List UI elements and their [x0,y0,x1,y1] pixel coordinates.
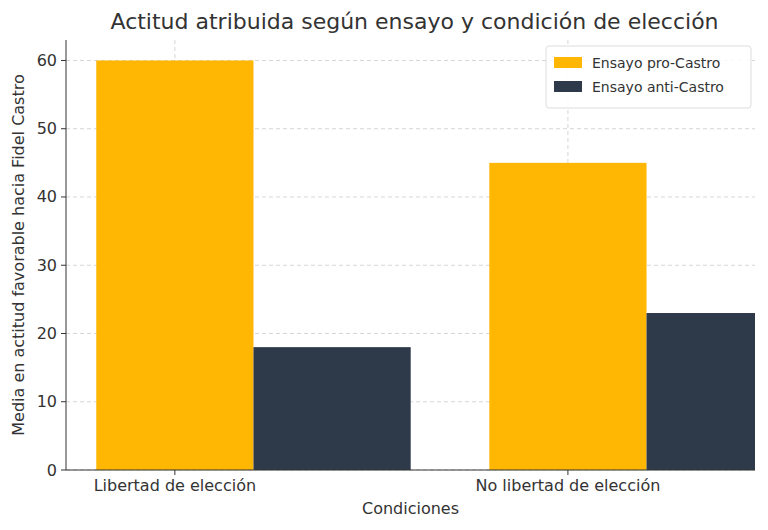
x-tick [174,470,175,475]
chart-container: 0 10 20 30 40 50 60 Libertad de elección No libe… [0,0,768,530]
y-tick-label: 50 [37,119,57,138]
x-axis-label: Condiciones [362,499,459,518]
x-tick-label: No libertad de elección [475,476,660,495]
y-tick-label: 30 [37,256,57,275]
y-tick [61,470,66,471]
y-tick [61,333,66,334]
legend-swatch [554,81,582,92]
bar [253,347,410,470]
y-tick-label: 10 [37,392,57,411]
y-axis-label: Media en actitud favorable hacia Fidel C… [9,74,28,436]
x-tick-label: Libertad de elección [94,476,256,495]
y-axis-line [66,40,67,470]
legend: Ensayo pro-Castro Ensayo anti-Castro [546,46,751,108]
y-tick-label: 0 [47,461,57,480]
y-tick [61,128,66,129]
bar [96,60,253,470]
bar [489,163,646,470]
y-tick [61,196,66,197]
y-tick [61,60,66,61]
legend-label: Ensayo anti-Castro [592,79,724,95]
axes: 0 10 20 30 40 50 60 Libertad de elección No libe… [37,40,755,495]
x-tick [567,470,568,475]
y-tick-label: 60 [37,51,57,70]
legend-swatch [554,57,582,68]
y-tick-label: 40 [37,187,57,206]
bars [96,60,755,470]
y-tick [61,401,66,402]
y-tick [61,265,66,266]
legend-label: Ensayo pro-Castro [592,55,720,71]
chart-title: Actitud atribuida según ensayo y condici… [110,9,718,34]
bar [647,313,755,470]
x-axis-line [66,470,755,471]
y-tick-label: 20 [37,324,57,343]
chart-svg: 0 10 20 30 40 50 60 Libertad de elección No libe… [0,0,768,530]
legend-box [546,46,751,108]
grid-line [66,470,755,471]
